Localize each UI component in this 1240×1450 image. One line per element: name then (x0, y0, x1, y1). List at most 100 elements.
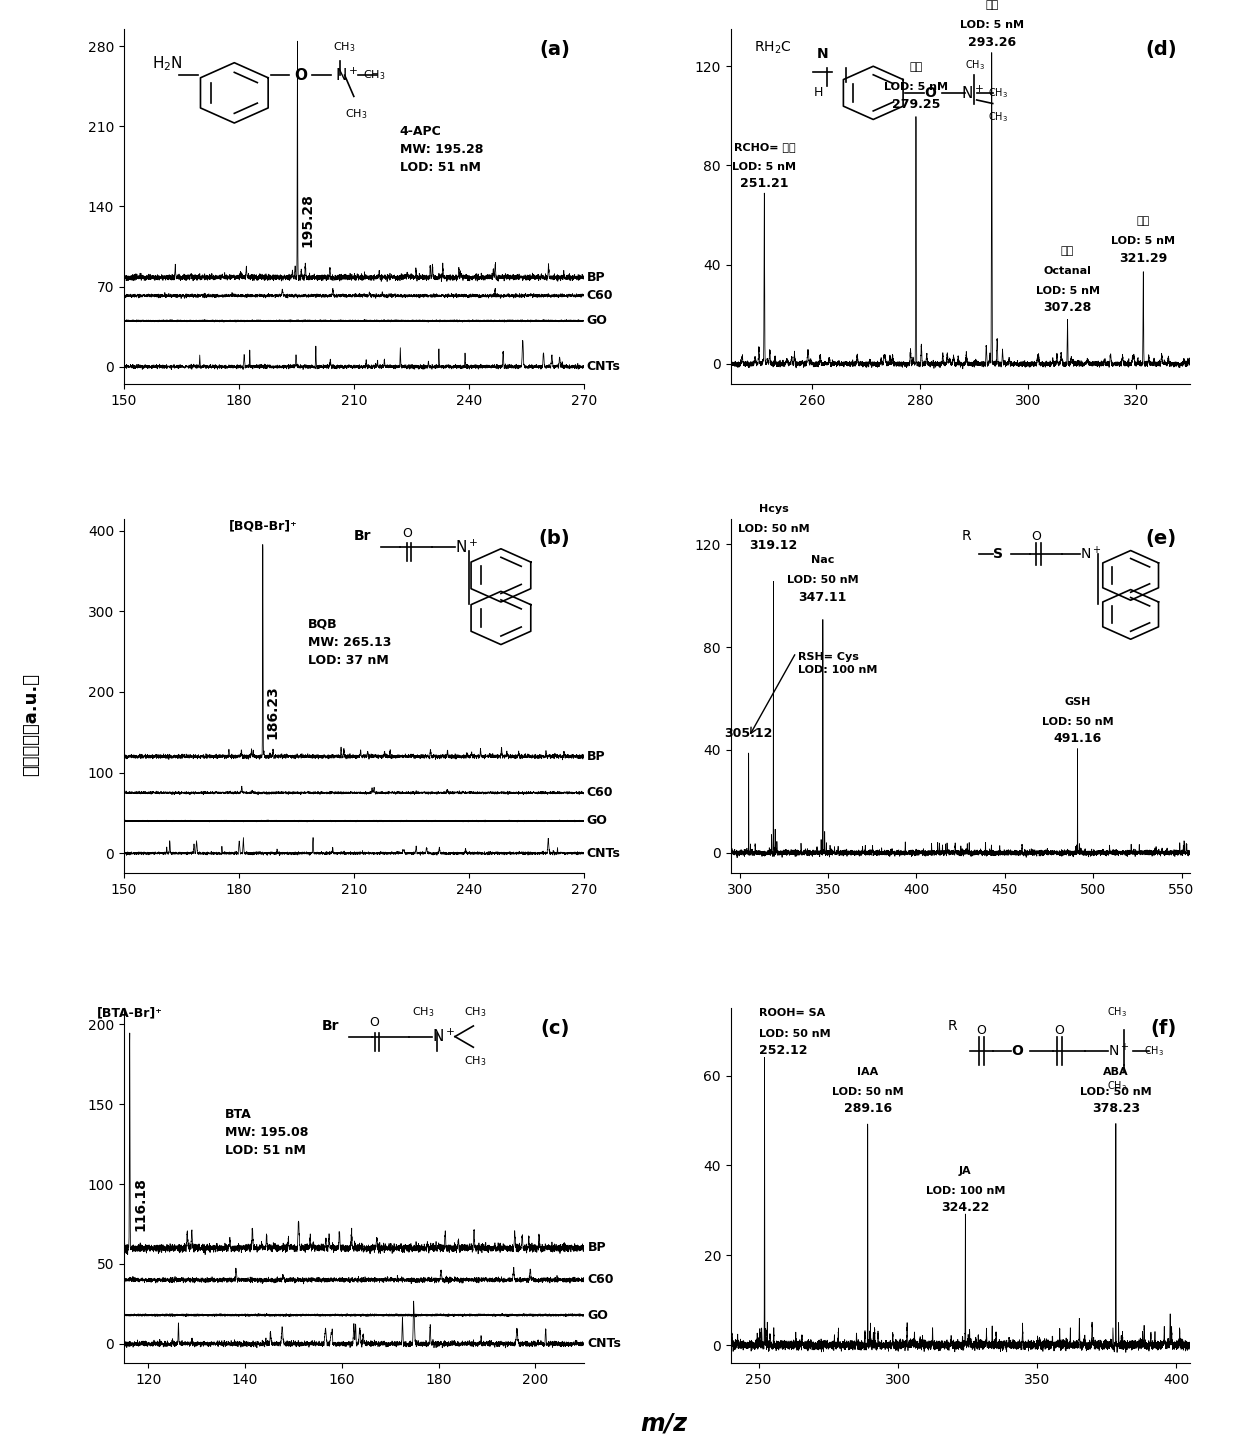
Text: 252.12: 252.12 (759, 1044, 807, 1057)
Text: S: S (993, 547, 1003, 561)
Text: $\rm CH_3$: $\rm CH_3$ (1107, 1005, 1127, 1019)
Text: $\rm N^+$: $\rm N^+$ (961, 84, 985, 102)
Text: H: H (813, 86, 823, 99)
Text: 319.12: 319.12 (749, 539, 797, 552)
Text: $\rm CH_3$: $\rm CH_3$ (363, 68, 386, 83)
Text: O: O (924, 86, 936, 100)
Text: 324.22: 324.22 (941, 1201, 990, 1214)
Text: LOD: 5 nM: LOD: 5 nM (960, 20, 1024, 30)
Text: $\rm N^+$: $\rm N^+$ (455, 538, 479, 555)
Text: $\rm RH_2C$: $\rm RH_2C$ (754, 39, 791, 57)
Text: LOD: 100 nM: LOD: 100 nM (926, 1186, 1006, 1196)
Text: C60: C60 (588, 1273, 614, 1286)
Text: (d): (d) (1145, 39, 1177, 58)
Text: 251.21: 251.21 (740, 177, 789, 190)
Text: $\rm CH_3$: $\rm CH_3$ (412, 1005, 434, 1019)
Text: O: O (370, 1016, 379, 1030)
Text: O: O (976, 1024, 986, 1037)
Text: 116.18: 116.18 (134, 1176, 148, 1231)
Text: ABA: ABA (1104, 1067, 1128, 1077)
Text: $\rm CH_3$: $\rm CH_3$ (1107, 1079, 1127, 1093)
Text: O: O (1011, 1044, 1023, 1058)
Text: GO: GO (587, 315, 608, 328)
Text: 293.26: 293.26 (967, 36, 1016, 49)
Text: GSH: GSH (1064, 696, 1091, 706)
Text: $\rm N^+$: $\rm N^+$ (432, 1028, 455, 1045)
Text: 347.11: 347.11 (799, 590, 847, 603)
Text: CNTs: CNTs (588, 1337, 621, 1350)
Text: Br: Br (321, 1019, 340, 1032)
Text: LOD: 5 nM: LOD: 5 nM (1035, 286, 1100, 296)
Text: (c): (c) (541, 1019, 570, 1038)
Text: O: O (294, 68, 308, 83)
Text: 305.12: 305.12 (724, 726, 773, 740)
Text: BQB
MW: 265.13
LOD: 37 nM: BQB MW: 265.13 LOD: 37 nM (308, 618, 392, 667)
Text: N: N (817, 46, 828, 61)
Text: IAA: IAA (857, 1067, 878, 1077)
Text: O: O (402, 526, 412, 539)
Text: 289.16: 289.16 (843, 1102, 892, 1115)
Text: C60: C60 (587, 786, 614, 799)
Text: GO: GO (588, 1308, 609, 1321)
Text: BP: BP (588, 1241, 606, 1254)
Text: 辛醒: 辛醒 (1061, 245, 1074, 255)
Text: m/z: m/z (640, 1412, 687, 1436)
Text: (b): (b) (538, 529, 570, 548)
Text: 307.28: 307.28 (1043, 302, 1091, 315)
Text: $\rm CH_3$: $\rm CH_3$ (464, 1054, 486, 1069)
Text: $\rm N^+$: $\rm N^+$ (1080, 545, 1101, 563)
Text: LOD: 5 nM: LOD: 5 nM (1111, 236, 1176, 247)
Text: $\rm CH_3$: $\rm CH_3$ (334, 41, 356, 54)
Text: $\rm CH_3$: $\rm CH_3$ (1145, 1044, 1164, 1057)
Text: LOD: 50 nM: LOD: 50 nM (832, 1088, 904, 1096)
Text: CNTs: CNTs (587, 360, 620, 373)
Text: 186.23: 186.23 (265, 684, 280, 738)
Text: LOD: 5 nM: LOD: 5 nM (884, 83, 947, 93)
Text: [BTA-Br]⁺: [BTA-Br]⁺ (97, 1006, 162, 1019)
Text: 321.29: 321.29 (1120, 252, 1167, 265)
Text: Nac: Nac (811, 555, 835, 566)
Text: $\rm N^+$: $\rm N^+$ (1107, 1043, 1130, 1060)
Text: (e): (e) (1146, 529, 1177, 548)
Text: GO: GO (587, 815, 608, 828)
Text: (f): (f) (1151, 1019, 1177, 1038)
Text: 王醒: 王醒 (1137, 216, 1149, 226)
Text: $\rm N^+$: $\rm N^+$ (336, 67, 358, 84)
Text: LOD: 50 nM: LOD: 50 nM (1042, 716, 1114, 726)
Text: Hcys: Hcys (759, 503, 789, 513)
Text: LOD: 50 nM: LOD: 50 nM (738, 523, 810, 534)
Text: JA: JA (959, 1166, 972, 1176)
Text: $\rm R$: $\rm R$ (947, 1019, 959, 1032)
Text: C60: C60 (587, 289, 614, 302)
Text: 491.16: 491.16 (1054, 732, 1101, 745)
Text: RSH= Cys
LOD: 100 nM: RSH= Cys LOD: 100 nM (797, 652, 878, 676)
Text: Octanal: Octanal (1044, 265, 1091, 276)
Text: $\rm H_2N$: $\rm H_2N$ (151, 54, 182, 72)
Text: $\rm CH_3$: $\rm CH_3$ (345, 107, 367, 120)
Text: 4-APC
MW: 195.28
LOD: 51 nM: 4-APC MW: 195.28 LOD: 51 nM (399, 125, 484, 174)
Text: $\rm CH_3$: $\rm CH_3$ (988, 86, 1008, 100)
Text: 279.25: 279.25 (892, 97, 940, 110)
Text: (a): (a) (539, 39, 570, 58)
Text: BTA
MW: 195.08
LOD: 51 nM: BTA MW: 195.08 LOD: 51 nM (226, 1108, 309, 1157)
Text: 己醒: 己醒 (909, 62, 923, 72)
Text: 信号强度（a.u.）: 信号强度（a.u.） (22, 673, 40, 777)
Text: $\rm CH_3$: $\rm CH_3$ (464, 1005, 486, 1019)
Text: Br: Br (353, 529, 371, 544)
Text: CNTs: CNTs (587, 847, 620, 860)
Text: 195.28: 195.28 (300, 193, 315, 247)
Text: ROOH= SA: ROOH= SA (759, 1008, 825, 1018)
Text: 378.23: 378.23 (1091, 1102, 1140, 1115)
Text: RCHO= 丁醒: RCHO= 丁醒 (734, 142, 795, 152)
Text: LOD: 50 nM: LOD: 50 nM (1080, 1088, 1152, 1096)
Text: O: O (1054, 1024, 1064, 1037)
Text: O: O (1032, 531, 1042, 544)
Text: BP: BP (587, 750, 605, 763)
Text: $\rm R$: $\rm R$ (961, 529, 972, 544)
Text: LOD: 50 nM: LOD: 50 nM (759, 1028, 831, 1038)
Text: $\rm CH_3$: $\rm CH_3$ (988, 110, 1008, 125)
Text: LOD: 5 nM: LOD: 5 nM (733, 162, 796, 171)
Text: [BQB-Br]⁺: [BQB-Br]⁺ (228, 519, 298, 532)
Text: LOD: 50 nM: LOD: 50 nM (787, 576, 858, 586)
Text: 庚醒: 庚醒 (985, 0, 998, 10)
